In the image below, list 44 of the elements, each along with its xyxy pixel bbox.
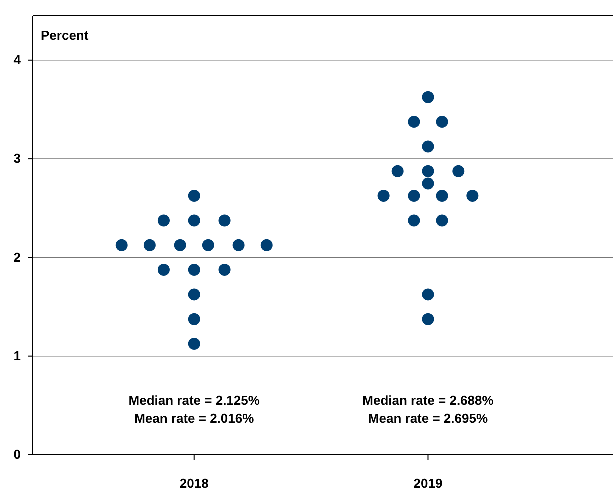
point: [466, 190, 479, 202]
point: [378, 190, 390, 202]
point: [188, 190, 200, 202]
y-tick-label: 3: [14, 151, 21, 166]
point: [422, 165, 434, 178]
point: [422, 140, 434, 153]
point: [408, 214, 420, 227]
point: [260, 239, 273, 252]
point: [158, 264, 170, 276]
point: [188, 313, 200, 326]
annotation: Mean rate = 2.695%: [368, 411, 488, 426]
point: [422, 313, 434, 326]
point: [188, 214, 200, 227]
point: [422, 91, 434, 104]
point: [218, 264, 231, 276]
point: [158, 214, 170, 227]
annotation: Median rate = 2.125%: [128, 393, 260, 408]
point: [408, 116, 420, 128]
point: [188, 264, 200, 276]
x-tick-label: 2018: [180, 476, 209, 492]
y-tick-label: 0: [14, 447, 21, 462]
point: [218, 214, 231, 227]
y-axis-title: Percent: [41, 28, 90, 43]
point: [144, 239, 156, 252]
point: [116, 239, 128, 252]
point: [436, 116, 448, 128]
point: [436, 190, 448, 202]
annotation: Median rate = 2.688%: [362, 393, 494, 408]
point: [422, 288, 434, 301]
point: [188, 338, 200, 350]
point: [422, 178, 434, 190]
annotation: Mean rate = 2.016%: [134, 411, 255, 426]
y-tick-label: 2: [14, 250, 21, 265]
point: [452, 165, 465, 178]
point: [436, 214, 448, 227]
point: [202, 239, 214, 252]
point: [392, 165, 404, 178]
y-tick-label: 1: [14, 348, 21, 364]
point: [232, 239, 245, 252]
x-tick-label: 2019: [414, 476, 443, 492]
y-tick-label: 4: [14, 52, 22, 68]
point: [408, 190, 420, 202]
point: [174, 239, 186, 252]
point: [188, 288, 200, 301]
